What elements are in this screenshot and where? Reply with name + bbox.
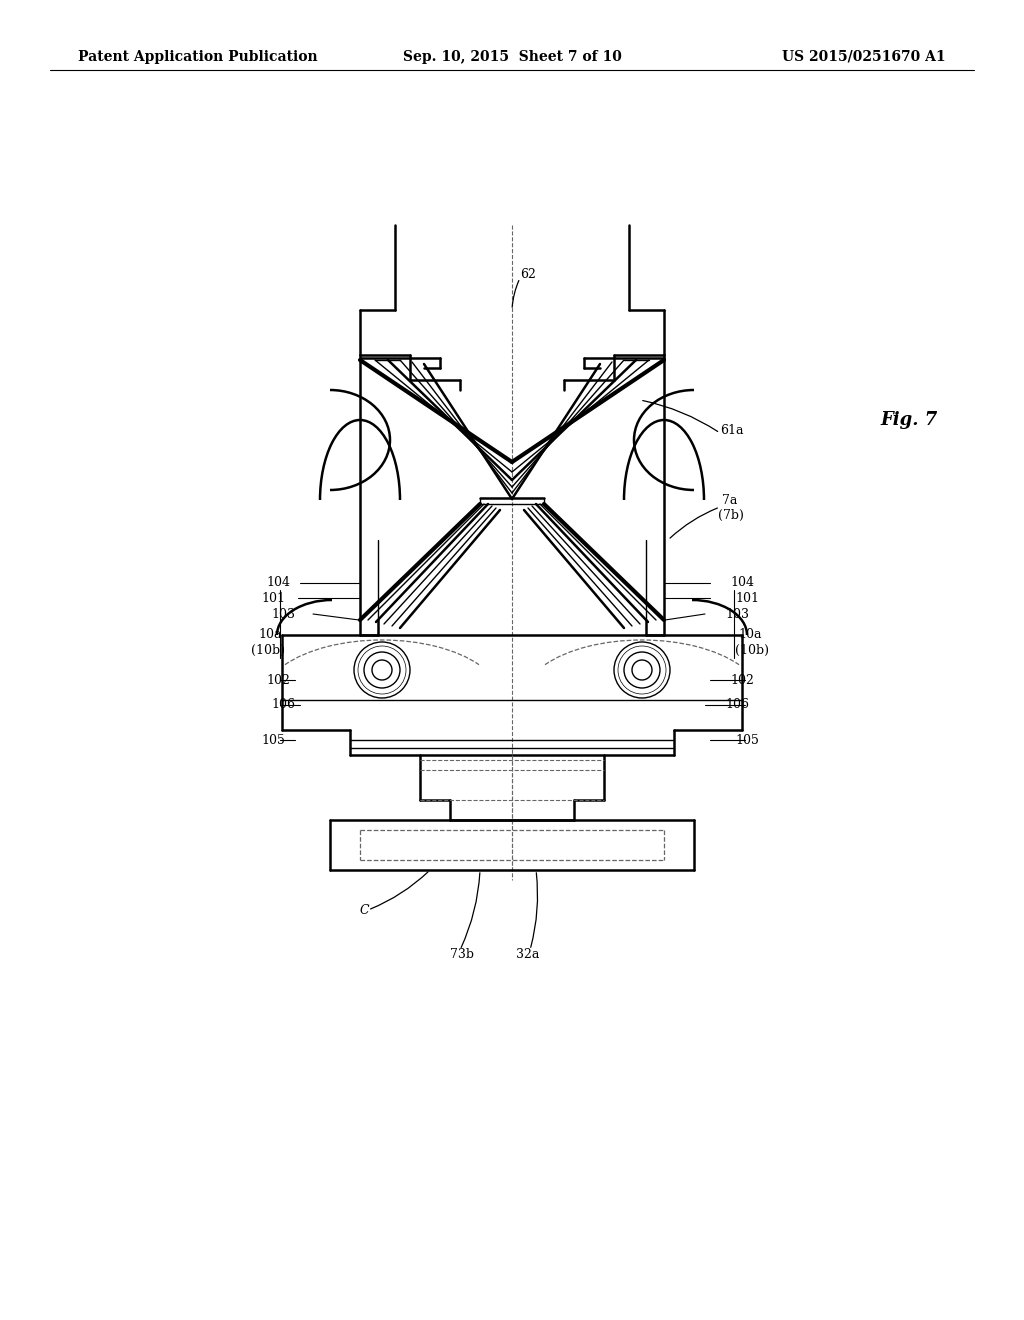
Text: 10a: 10a xyxy=(258,628,282,642)
Text: 101: 101 xyxy=(735,591,759,605)
Text: 103: 103 xyxy=(725,607,749,620)
Text: (10b): (10b) xyxy=(251,644,285,656)
Text: 101: 101 xyxy=(261,591,285,605)
Text: 104: 104 xyxy=(730,577,754,590)
Text: (10b): (10b) xyxy=(735,644,769,656)
Text: 61a: 61a xyxy=(720,424,743,437)
Text: Patent Application Publication: Patent Application Publication xyxy=(78,50,317,63)
Text: Sep. 10, 2015  Sheet 7 of 10: Sep. 10, 2015 Sheet 7 of 10 xyxy=(402,50,622,63)
Text: 104: 104 xyxy=(266,577,290,590)
Text: US 2015/0251670 A1: US 2015/0251670 A1 xyxy=(782,50,946,63)
Text: 32a: 32a xyxy=(516,949,540,961)
Text: 106: 106 xyxy=(271,698,295,711)
Text: 105: 105 xyxy=(735,734,759,747)
Text: 73b: 73b xyxy=(450,949,474,961)
Text: 7a: 7a xyxy=(722,494,737,507)
Text: 62: 62 xyxy=(520,268,536,281)
Text: 102: 102 xyxy=(266,673,290,686)
Text: 10a: 10a xyxy=(738,628,762,642)
Text: Fig. 7: Fig. 7 xyxy=(880,411,937,429)
Text: 106: 106 xyxy=(725,698,749,711)
Text: 103: 103 xyxy=(271,607,295,620)
Text: 102: 102 xyxy=(730,673,754,686)
Text: C: C xyxy=(360,903,370,916)
Text: (7b): (7b) xyxy=(718,508,743,521)
Text: 105: 105 xyxy=(261,734,285,747)
